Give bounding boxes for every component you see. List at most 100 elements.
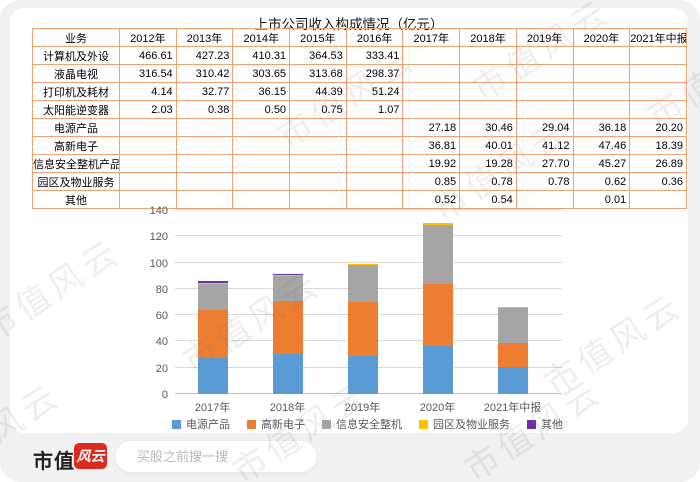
bar-segment [272, 301, 303, 354]
value-cell [345, 118, 404, 137]
bar-segment [422, 346, 453, 394]
value-cell [629, 46, 687, 65]
value-cell [119, 172, 177, 191]
value-cell [515, 190, 574, 209]
value-cell [232, 190, 291, 209]
value-cell [459, 46, 517, 65]
bar-segment [347, 301, 378, 356]
content-card: 上市公司收入构成情况（亿元） 业务 2012年 2013年 2014年 2015年 201… [10, 8, 688, 433]
app-footer: 市值 风云 [0, 433, 700, 482]
value-cell [629, 190, 687, 209]
bar-segment [197, 282, 228, 284]
x-axis-label: 2021年中报 [483, 402, 542, 414]
search-input[interactable] [135, 448, 315, 465]
table-row: 计算机及外设 466.61 427.23 410.31 364.53 333.41 [32, 46, 687, 65]
value-cell: 333.41 [345, 46, 404, 65]
chart-legend: 电源产品 高新电子 信息安全整机 园区及物业服务 其他 [172, 416, 563, 432]
table-header-cell: 2020年 [572, 28, 631, 47]
table-row: 太阳能逆变器 2.03 0.38 0.50 0.75 1.07 [32, 100, 687, 119]
table-row: 液晶电视 316.54 310.42 303.65 313.68 298.37 [32, 64, 687, 83]
legend-swatch [172, 419, 181, 429]
value-cell [289, 136, 347, 155]
gridline [175, 235, 562, 237]
legend-item: 其他 [527, 416, 563, 432]
y-tick-label: 20 [155, 362, 168, 375]
value-cell [175, 172, 234, 191]
value-cell [289, 154, 347, 173]
value-cell: 0.75 [289, 100, 347, 119]
legend-item: 电源产品 [172, 416, 230, 432]
x-axis-label: 2017年 [194, 402, 231, 414]
value-cell: 47.46 [572, 136, 631, 155]
table-header-row: 业务 2012年 2013年 2014年 2015年 2016年 2017年 2018年 201… [32, 28, 687, 47]
value-cell: 36.15 [232, 82, 291, 101]
value-cell: 303.65 [232, 64, 291, 83]
table-header-cell: 2018年 [459, 28, 517, 47]
row-label-cell: 高新电子 [32, 136, 120, 155]
chart-y-axis: 0 20 40 60 80 100 120 140 [122, 205, 168, 401]
value-cell: 298.37 [345, 64, 404, 83]
value-cell [232, 154, 291, 173]
value-cell [402, 64, 461, 83]
value-cell [175, 154, 234, 173]
legend-label: 信息安全整机 [336, 419, 402, 431]
value-cell: 27.18 [402, 118, 461, 137]
value-cell [515, 100, 574, 119]
row-label-cell: 太阳能逆变器 [32, 100, 120, 119]
value-cell: 0.54 [459, 190, 517, 209]
value-cell [572, 64, 631, 83]
value-cell: 0.52 [402, 190, 461, 209]
table-header-cell: 2017年 [402, 28, 461, 47]
value-cell: 364.53 [289, 46, 347, 65]
value-cell: 20.20 [629, 118, 687, 137]
logo-text: 市值 [33, 451, 75, 473]
bar-segment [272, 274, 303, 277]
value-cell [119, 154, 177, 173]
value-cell [459, 82, 517, 101]
value-cell [515, 82, 574, 101]
value-cell: 19.92 [402, 154, 461, 173]
value-cell: 310.42 [175, 64, 234, 83]
value-cell [345, 190, 404, 209]
legend-label: 其他 [541, 419, 563, 431]
y-tick-label: 60 [155, 310, 168, 323]
value-cell: 410.31 [232, 46, 291, 65]
value-cell: 44.39 [289, 82, 347, 101]
search-bar[interactable] [115, 440, 317, 473]
row-label-cell: 电源产品 [32, 118, 120, 137]
value-cell: 0.78 [515, 172, 574, 191]
row-label-cell: 计算机及外设 [32, 46, 120, 65]
bar-segment [422, 224, 453, 285]
revenue-table: 业务 2012年 2013年 2014年 2015年 2016年 2017年 2018年 201… [32, 28, 687, 209]
value-cell: 0.85 [402, 172, 461, 191]
legend-swatch [419, 419, 428, 429]
row-label-cell: 打印机及耗材 [32, 82, 120, 101]
value-cell [572, 46, 631, 65]
value-cell [119, 118, 177, 137]
value-cell [175, 190, 234, 209]
row-label-cell: 园区及物业服务 [32, 172, 120, 191]
value-cell: 27.70 [515, 154, 574, 173]
table-header-cell: 2012年 [119, 28, 177, 47]
legend-item: 信息安全整机 [322, 416, 402, 432]
value-cell: 0.36 [629, 172, 687, 191]
bar-segment [497, 307, 528, 344]
value-cell: 32.77 [175, 82, 234, 101]
bar-segment [197, 283, 228, 310]
bar-segment [497, 343, 528, 368]
x-axis-label: 2020年 [419, 402, 456, 414]
value-cell [345, 136, 404, 155]
value-cell: 19.28 [459, 154, 517, 173]
x-axis-label: 2018年 [269, 402, 306, 414]
row-label-cell: 液晶电视 [32, 64, 120, 83]
bar-segment [497, 306, 528, 308]
bar-segment [272, 276, 303, 302]
value-cell [629, 64, 687, 83]
value-cell [175, 118, 234, 137]
table-row: 信息安全整机产品 19.92 19.28 27.70 45.27 26.89 [32, 154, 687, 173]
value-cell: 36.81 [402, 136, 461, 155]
value-cell [345, 172, 404, 191]
value-cell [459, 64, 517, 83]
value-cell: 18.39 [629, 136, 687, 155]
